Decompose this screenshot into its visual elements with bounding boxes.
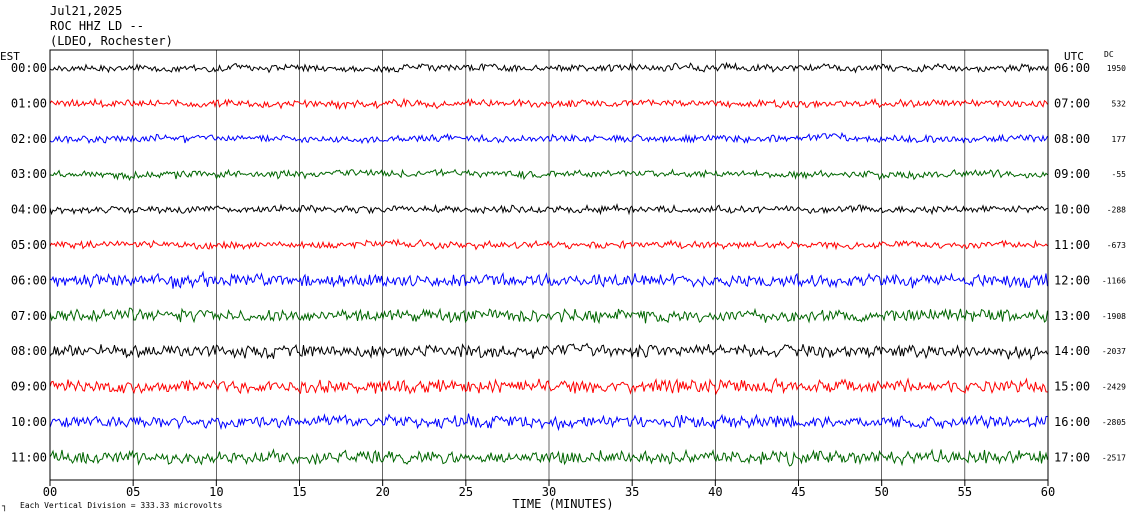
est-hour-label: 06:00 (11, 273, 47, 287)
x-tick-label: 60 (1041, 485, 1055, 499)
est-hour-label: 02:00 (11, 132, 47, 146)
scale-note: Each Vertical Division = 333.33 microvol… (20, 501, 222, 510)
utc-hour-label: 11:00 (1054, 238, 1090, 252)
dc-offset-label: -2517 (1102, 453, 1126, 462)
utc-hour-label: 16:00 (1054, 415, 1090, 429)
x-tick-label: 15 (292, 485, 306, 499)
seismic-trace (49, 97, 1048, 111)
utc-hour-label: 06:00 (1054, 61, 1090, 75)
dc-offset-label: 532 (1112, 99, 1127, 108)
utc-hour-label: 13:00 (1054, 309, 1090, 323)
utc-hour-label: 14:00 (1054, 344, 1090, 358)
dc-offset-label: -2037 (1102, 347, 1126, 356)
dc-offset-label: -1908 (1102, 312, 1126, 321)
station-code: ROC HHZ LD -- (50, 19, 144, 33)
utc-hour-label: 12:00 (1054, 273, 1090, 287)
utc-axis-label: UTC (1064, 50, 1084, 63)
est-hour-label: 10:00 (11, 415, 47, 429)
utc-hour-label: 07:00 (1054, 96, 1090, 110)
est-hour-label: 01:00 (11, 96, 47, 110)
seismic-trace (49, 413, 1048, 432)
dc-offset-label: -2805 (1102, 418, 1126, 427)
est-hour-label: 03:00 (11, 167, 47, 181)
dc-offset-label: -55 (1112, 170, 1127, 179)
dc-offset-label: -1166 (1102, 276, 1126, 285)
x-tick-label: 05 (126, 485, 140, 499)
utc-hour-label: 17:00 (1054, 450, 1090, 464)
dc-offset-label: 177 (1112, 135, 1127, 144)
seismic-trace (49, 448, 1048, 467)
x-tick-label: 25 (459, 485, 473, 499)
dc-offset-label: 1950 (1107, 64, 1126, 73)
x-tick-label: 20 (375, 485, 389, 499)
x-axis-ticks: 00 05 10 15 20 25 30 35 40 45 50 55 60 (43, 480, 1055, 499)
network-name: (LDEO, Rochester) (50, 34, 173, 48)
row-labels: 00:00 06:00 1950 01:00 07:00 532 02:00 08:00 177… (11, 61, 1126, 464)
x-tick-label: 45 (791, 485, 805, 499)
seismic-trace (49, 307, 1048, 325)
x-tick-label: 10 (209, 485, 223, 499)
seismic-trace (49, 270, 1048, 289)
seismic-trace (49, 377, 1048, 396)
est-hour-label: 08:00 (11, 344, 47, 358)
est-hour-label: 05:00 (11, 238, 47, 252)
x-tick-label: 35 (625, 485, 639, 499)
chart-date: Jul21,2025 (50, 4, 122, 18)
x-tick-label: 00 (43, 485, 57, 499)
utc-hour-label: 15:00 (1054, 380, 1090, 394)
dc-offset-label: -288 (1107, 206, 1126, 215)
utc-hour-label: 08:00 (1054, 132, 1090, 146)
seismic-trace (49, 61, 1048, 74)
seismic-traces (49, 61, 1048, 467)
x-tick-label: 30 (542, 485, 556, 499)
est-hour-label: 00:00 (11, 61, 47, 75)
seismic-trace (49, 342, 1048, 361)
est-hour-label: 07:00 (11, 309, 47, 323)
x-tick-label: 50 (874, 485, 888, 499)
seismic-trace (49, 131, 1048, 145)
seismic-trace (49, 238, 1048, 251)
x-tick-label: 55 (958, 485, 972, 499)
minute-gridlines (132, 50, 966, 480)
utc-hour-label: 09:00 (1054, 167, 1090, 181)
dc-column-label: DC (1104, 50, 1114, 59)
x-axis-label: TIME (MINUTES) (512, 497, 613, 511)
est-axis-label: EST (0, 50, 20, 63)
est-hour-label: 11:00 (11, 450, 47, 464)
seismic-trace (49, 202, 1048, 216)
chart-header: Jul21,2025 ROC HHZ LD -- (LDEO, Rocheste… (50, 4, 173, 48)
est-hour-label: 04:00 (11, 203, 47, 217)
scale-bar-mark: ┐ (1, 502, 7, 512)
est-hour-label: 09:00 (11, 380, 47, 394)
dc-offset-label: -2429 (1102, 383, 1126, 392)
dc-offset-label: -673 (1107, 241, 1126, 250)
seismic-trace (49, 168, 1048, 182)
utc-hour-label: 10:00 (1054, 203, 1090, 217)
x-tick-label: 40 (708, 485, 722, 499)
